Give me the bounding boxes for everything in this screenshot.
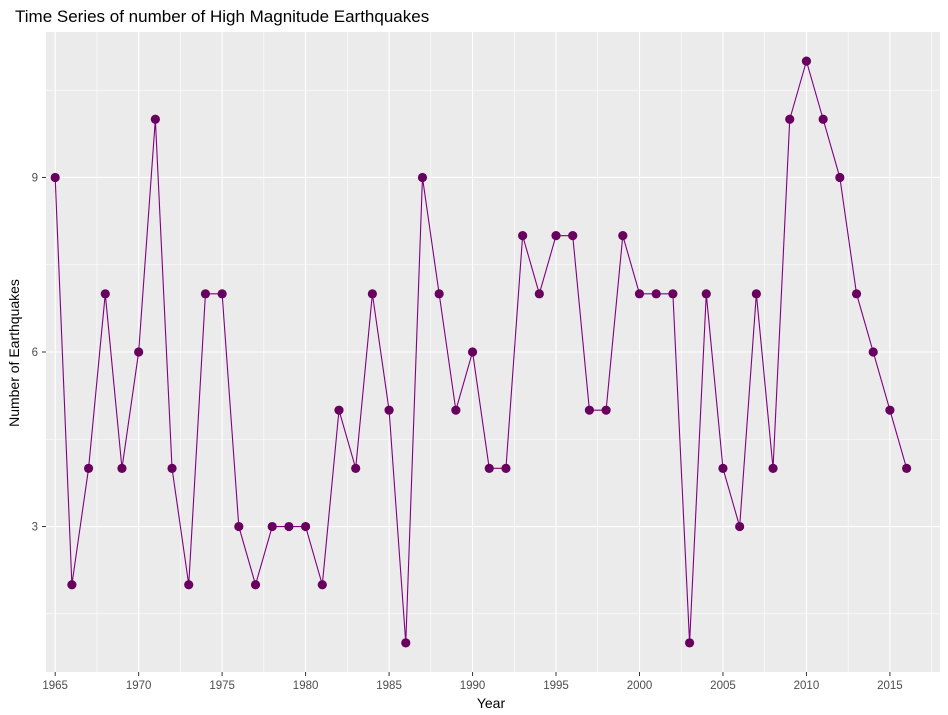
data-point bbox=[785, 114, 795, 124]
data-point bbox=[134, 347, 144, 357]
data-point bbox=[417, 172, 428, 183]
y-axis-title: Number of Earthquakes bbox=[6, 279, 22, 427]
data-point bbox=[885, 405, 895, 415]
data-point bbox=[701, 289, 711, 299]
data-point bbox=[284, 521, 294, 532]
data-point bbox=[100, 289, 110, 299]
x-tick-label: 1985 bbox=[376, 680, 402, 692]
data-point bbox=[467, 347, 478, 357]
data-point bbox=[768, 463, 778, 473]
data-point bbox=[618, 231, 628, 241]
x-tick-label: 2005 bbox=[710, 680, 736, 692]
data-point bbox=[851, 289, 862, 299]
data-point bbox=[484, 463, 494, 473]
data-point bbox=[401, 638, 411, 648]
x-tick-label: 1990 bbox=[460, 680, 486, 692]
data-point bbox=[568, 231, 578, 241]
data-point bbox=[801, 56, 812, 66]
data-point bbox=[367, 289, 377, 299]
data-point bbox=[751, 289, 761, 299]
data-point bbox=[501, 463, 511, 473]
data-point bbox=[684, 638, 695, 648]
x-tick-label: 1975 bbox=[209, 680, 235, 692]
data-point bbox=[868, 347, 878, 357]
data-point bbox=[200, 289, 211, 299]
data-point bbox=[351, 463, 361, 473]
data-point bbox=[518, 231, 528, 241]
data-point bbox=[902, 463, 912, 473]
data-point bbox=[184, 580, 194, 590]
data-point bbox=[167, 463, 177, 473]
y-tick-label: 9 bbox=[32, 172, 38, 184]
x-axis: 1965 1970 1975 1980 1985 1990 1995 2000 2005 2010… bbox=[42, 672, 903, 692]
data-point bbox=[67, 580, 77, 590]
series-layer bbox=[54, 60, 908, 644]
points-layer bbox=[50, 56, 912, 648]
major-gridlines bbox=[46, 32, 940, 672]
data-point bbox=[634, 289, 645, 299]
series-line bbox=[54, 60, 908, 644]
data-point bbox=[150, 114, 160, 124]
data-point bbox=[317, 580, 327, 590]
data-point bbox=[534, 289, 544, 299]
x-tick-label: 2015 bbox=[877, 680, 903, 692]
data-point bbox=[217, 289, 227, 299]
y-axis: 3 6 9 bbox=[32, 172, 46, 534]
x-tick-label: 2000 bbox=[627, 680, 653, 692]
data-point bbox=[250, 580, 261, 590]
data-point bbox=[818, 114, 828, 124]
x-tick-label: 1970 bbox=[126, 680, 152, 692]
data-point bbox=[83, 463, 94, 473]
data-point bbox=[718, 463, 728, 473]
data-point bbox=[735, 521, 745, 532]
data-point bbox=[434, 289, 444, 299]
data-point bbox=[668, 289, 678, 299]
x-tick-label: 2010 bbox=[794, 680, 820, 692]
y-tick-label: 3 bbox=[32, 522, 38, 534]
data-point bbox=[551, 231, 561, 241]
x-tick-label: 1980 bbox=[293, 680, 319, 692]
data-point bbox=[451, 405, 461, 415]
data-point bbox=[601, 405, 611, 415]
data-point bbox=[50, 172, 60, 183]
data-point bbox=[234, 521, 244, 532]
chart-title: Time Series of number of High Magnitude … bbox=[15, 7, 429, 26]
data-point bbox=[117, 463, 127, 473]
data-point bbox=[835, 172, 845, 183]
data-point bbox=[267, 521, 277, 532]
y-tick-label: 6 bbox=[32, 347, 38, 359]
data-point bbox=[651, 289, 661, 299]
x-tick-label: 1995 bbox=[543, 680, 569, 692]
data-point bbox=[384, 405, 394, 415]
x-tick-label: 1965 bbox=[42, 680, 68, 692]
data-point bbox=[334, 405, 344, 415]
data-point bbox=[584, 405, 595, 415]
x-axis-title: Year bbox=[477, 695, 506, 711]
data-point bbox=[301, 521, 311, 532]
